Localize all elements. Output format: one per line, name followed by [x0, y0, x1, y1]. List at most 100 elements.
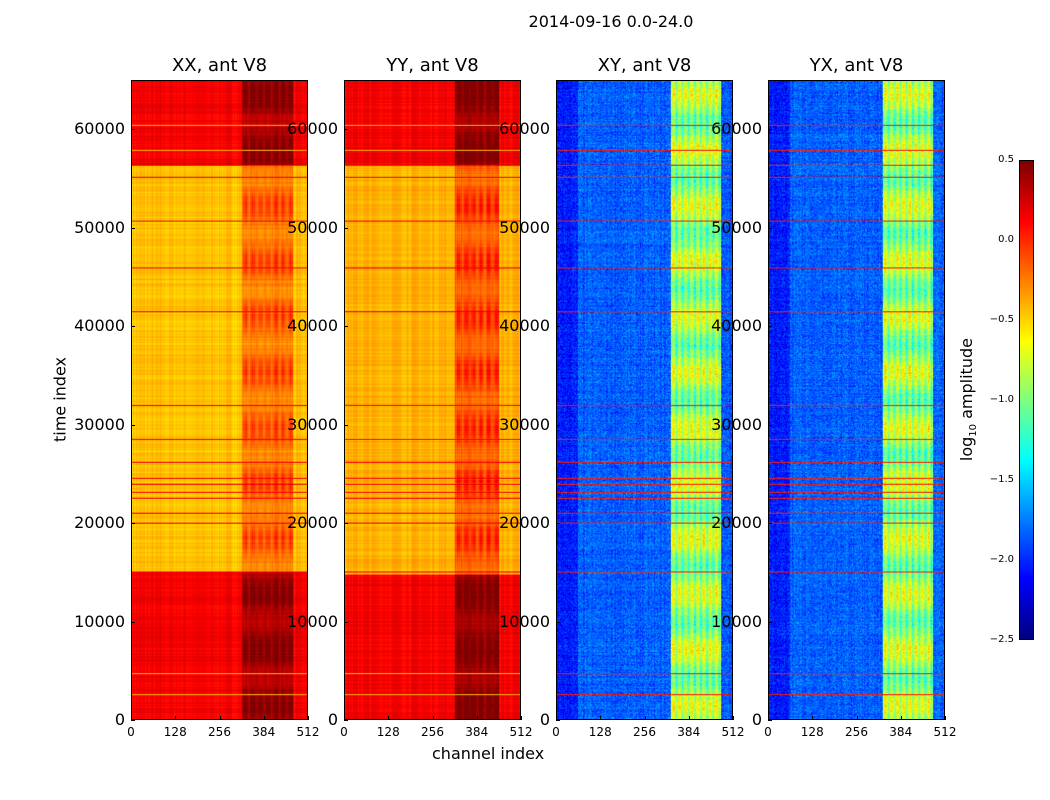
x-tick-mark	[175, 716, 177, 720]
heatmap-panel-0	[131, 80, 308, 720]
x-tick-label: 512	[933, 725, 957, 739]
x-tick-label: 0	[552, 725, 560, 739]
x-tick-label: 256	[633, 725, 656, 739]
x-tick-mark	[600, 716, 602, 720]
figure-title: 2014-09-16 0.0-24.0	[528, 12, 694, 31]
y-tick-mark	[768, 720, 772, 721]
x-tick-label: 256	[208, 725, 231, 739]
y-tick-label: 30000	[711, 414, 762, 434]
x-tick-label: 128	[376, 725, 400, 739]
y-tick-label: 10000	[287, 611, 338, 631]
y-tick-mark	[768, 621, 772, 623]
y-tick-mark	[556, 424, 560, 426]
x-tick-mark	[556, 716, 557, 720]
y-tick-label: 0	[539, 710, 550, 729]
x-tick-label: 256	[845, 725, 868, 739]
colorbar-tick-label: −2.5	[989, 634, 1014, 645]
x-tick-label: 0	[764, 725, 772, 739]
y-tick-label: 0	[114, 710, 125, 729]
x-tick-mark	[945, 716, 946, 720]
y-tick-mark	[131, 326, 135, 328]
colorbar-label-sub: 10	[968, 423, 980, 437]
x-tick-label: 128	[163, 725, 187, 739]
colorbar-tick-label: −2.0	[989, 554, 1014, 565]
y-tick-label: 40000	[287, 316, 338, 336]
y-tick-mark	[768, 424, 772, 426]
y-tick-label: 0	[327, 710, 338, 729]
colorbar	[1019, 160, 1034, 640]
y-tick-mark	[131, 523, 135, 525]
y-tick-mark	[344, 326, 348, 328]
x-tick-label: 128	[800, 725, 824, 739]
x-tick-label: 384	[677, 725, 701, 739]
y-tick-mark	[131, 720, 135, 721]
y-tick-mark	[556, 523, 560, 525]
panel-title: YX, ant V8	[809, 55, 904, 76]
x-tick-mark	[900, 716, 902, 720]
heatmap-panel-1	[344, 80, 521, 720]
y-tick-mark	[131, 621, 135, 623]
x-tick-mark	[768, 716, 769, 720]
x-tick-mark	[733, 716, 734, 720]
y-tick-mark	[131, 227, 135, 229]
y-tick-mark	[344, 720, 348, 721]
x-tick-label: 512	[296, 725, 320, 739]
colorbar-tick-label: 0.5	[998, 154, 1014, 165]
y-tick-label: 50000	[499, 217, 550, 237]
y-tick-label: 10000	[499, 611, 550, 631]
colorbar-tick-label: −0.5	[989, 314, 1014, 325]
x-tick-mark	[521, 716, 522, 720]
x-tick-mark	[644, 716, 646, 720]
x-tick-mark	[476, 716, 478, 720]
heatmap-image	[557, 81, 732, 719]
y-tick-mark	[344, 523, 348, 525]
x-tick-mark	[131, 716, 132, 720]
colorbar-label-log: log	[956, 436, 976, 462]
y-tick-mark	[556, 720, 560, 721]
x-tick-label: 384	[465, 725, 489, 739]
x-tick-mark	[812, 716, 814, 720]
panel-title: YY, ant V8	[386, 55, 479, 76]
colorbar-tick-label: −1.5	[989, 474, 1014, 485]
y-tick-mark	[344, 129, 348, 131]
colorbar-gradient	[1020, 161, 1033, 639]
y-tick-mark	[344, 621, 348, 623]
heatmap-image	[345, 81, 520, 719]
y-tick-mark	[344, 227, 348, 229]
y-tick-mark	[344, 424, 348, 426]
x-tick-label: 384	[252, 725, 276, 739]
x-tick-label: 0	[340, 725, 348, 739]
x-tick-mark	[344, 716, 345, 720]
y-tick-label: 40000	[499, 316, 550, 336]
y-tick-label: 0	[751, 710, 762, 729]
y-tick-label: 30000	[287, 414, 338, 434]
y-tick-label: 40000	[74, 316, 125, 336]
y-tick-label: 60000	[287, 119, 338, 139]
y-tick-label: 50000	[711, 217, 762, 237]
y-tick-label: 40000	[711, 316, 762, 336]
panel-title: XY, ant V8	[597, 55, 692, 76]
y-tick-label: 10000	[711, 611, 762, 631]
heatmap-image	[132, 81, 307, 719]
x-tick-label: 384	[889, 725, 913, 739]
x-tick-mark	[432, 716, 434, 720]
y-tick-label: 50000	[287, 217, 338, 237]
x-axis-label: channel index	[432, 744, 545, 763]
y-tick-mark	[556, 227, 560, 229]
y-tick-mark	[768, 129, 772, 131]
y-tick-mark	[556, 326, 560, 328]
x-tick-mark	[219, 716, 221, 720]
y-tick-label: 10000	[74, 611, 125, 631]
colorbar-tick-label: 0.0	[998, 234, 1014, 245]
x-tick-mark	[263, 716, 265, 720]
y-tick-mark	[131, 129, 135, 131]
x-tick-mark	[688, 716, 690, 720]
y-tick-label: 30000	[74, 414, 125, 434]
y-tick-label: 50000	[74, 217, 125, 237]
y-tick-mark	[131, 424, 135, 426]
x-tick-label: 512	[721, 725, 745, 739]
y-tick-mark	[768, 227, 772, 229]
heatmap-panel-3	[768, 80, 945, 720]
x-tick-label: 256	[421, 725, 444, 739]
